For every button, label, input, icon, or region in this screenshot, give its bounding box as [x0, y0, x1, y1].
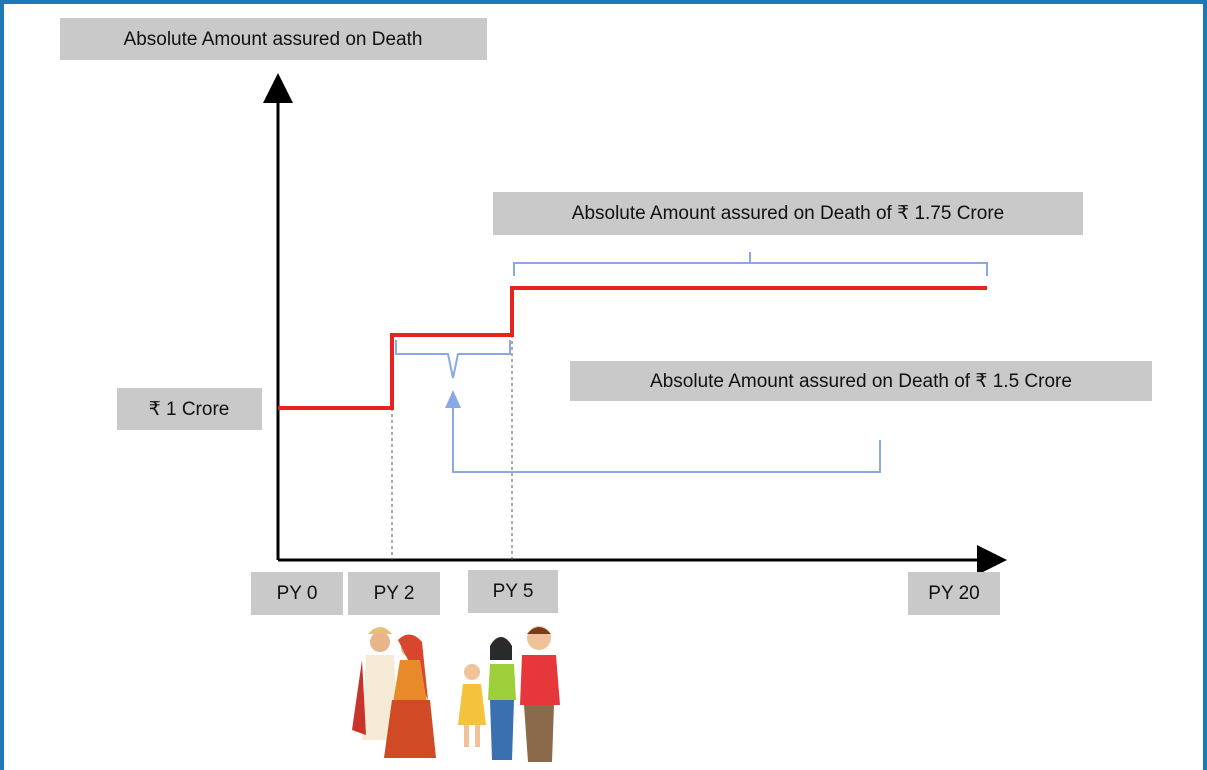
- title-box: [60, 18, 487, 60]
- x-label: PY 2: [374, 583, 415, 604]
- annotation-box: [570, 361, 1152, 401]
- label-box: [251, 572, 343, 615]
- annotation: Absolute Amount assured on Death of ₹ 1.…: [572, 203, 1004, 224]
- annotation-box: [493, 192, 1083, 235]
- x-label: PY 20: [928, 583, 979, 604]
- annotation: Absolute Amount assured on Death of ₹ 1.…: [650, 371, 1072, 392]
- bracket: [513, 252, 988, 276]
- x-label: PY 0: [277, 583, 318, 604]
- connector-arrow: [445, 390, 881, 473]
- start-label: ₹ 1 Crore: [149, 399, 230, 420]
- label-box: [348, 572, 440, 615]
- title: Absolute Amount assured on Death: [124, 29, 423, 50]
- x-label: PY 5: [493, 581, 534, 602]
- bracket: [395, 340, 511, 379]
- couple-illustration: [352, 627, 436, 758]
- family-illustration: [458, 626, 560, 762]
- label-box: [908, 572, 1000, 615]
- sum-assured-step: [278, 286, 987, 410]
- label-box: [468, 570, 558, 613]
- label-box: [117, 388, 262, 430]
